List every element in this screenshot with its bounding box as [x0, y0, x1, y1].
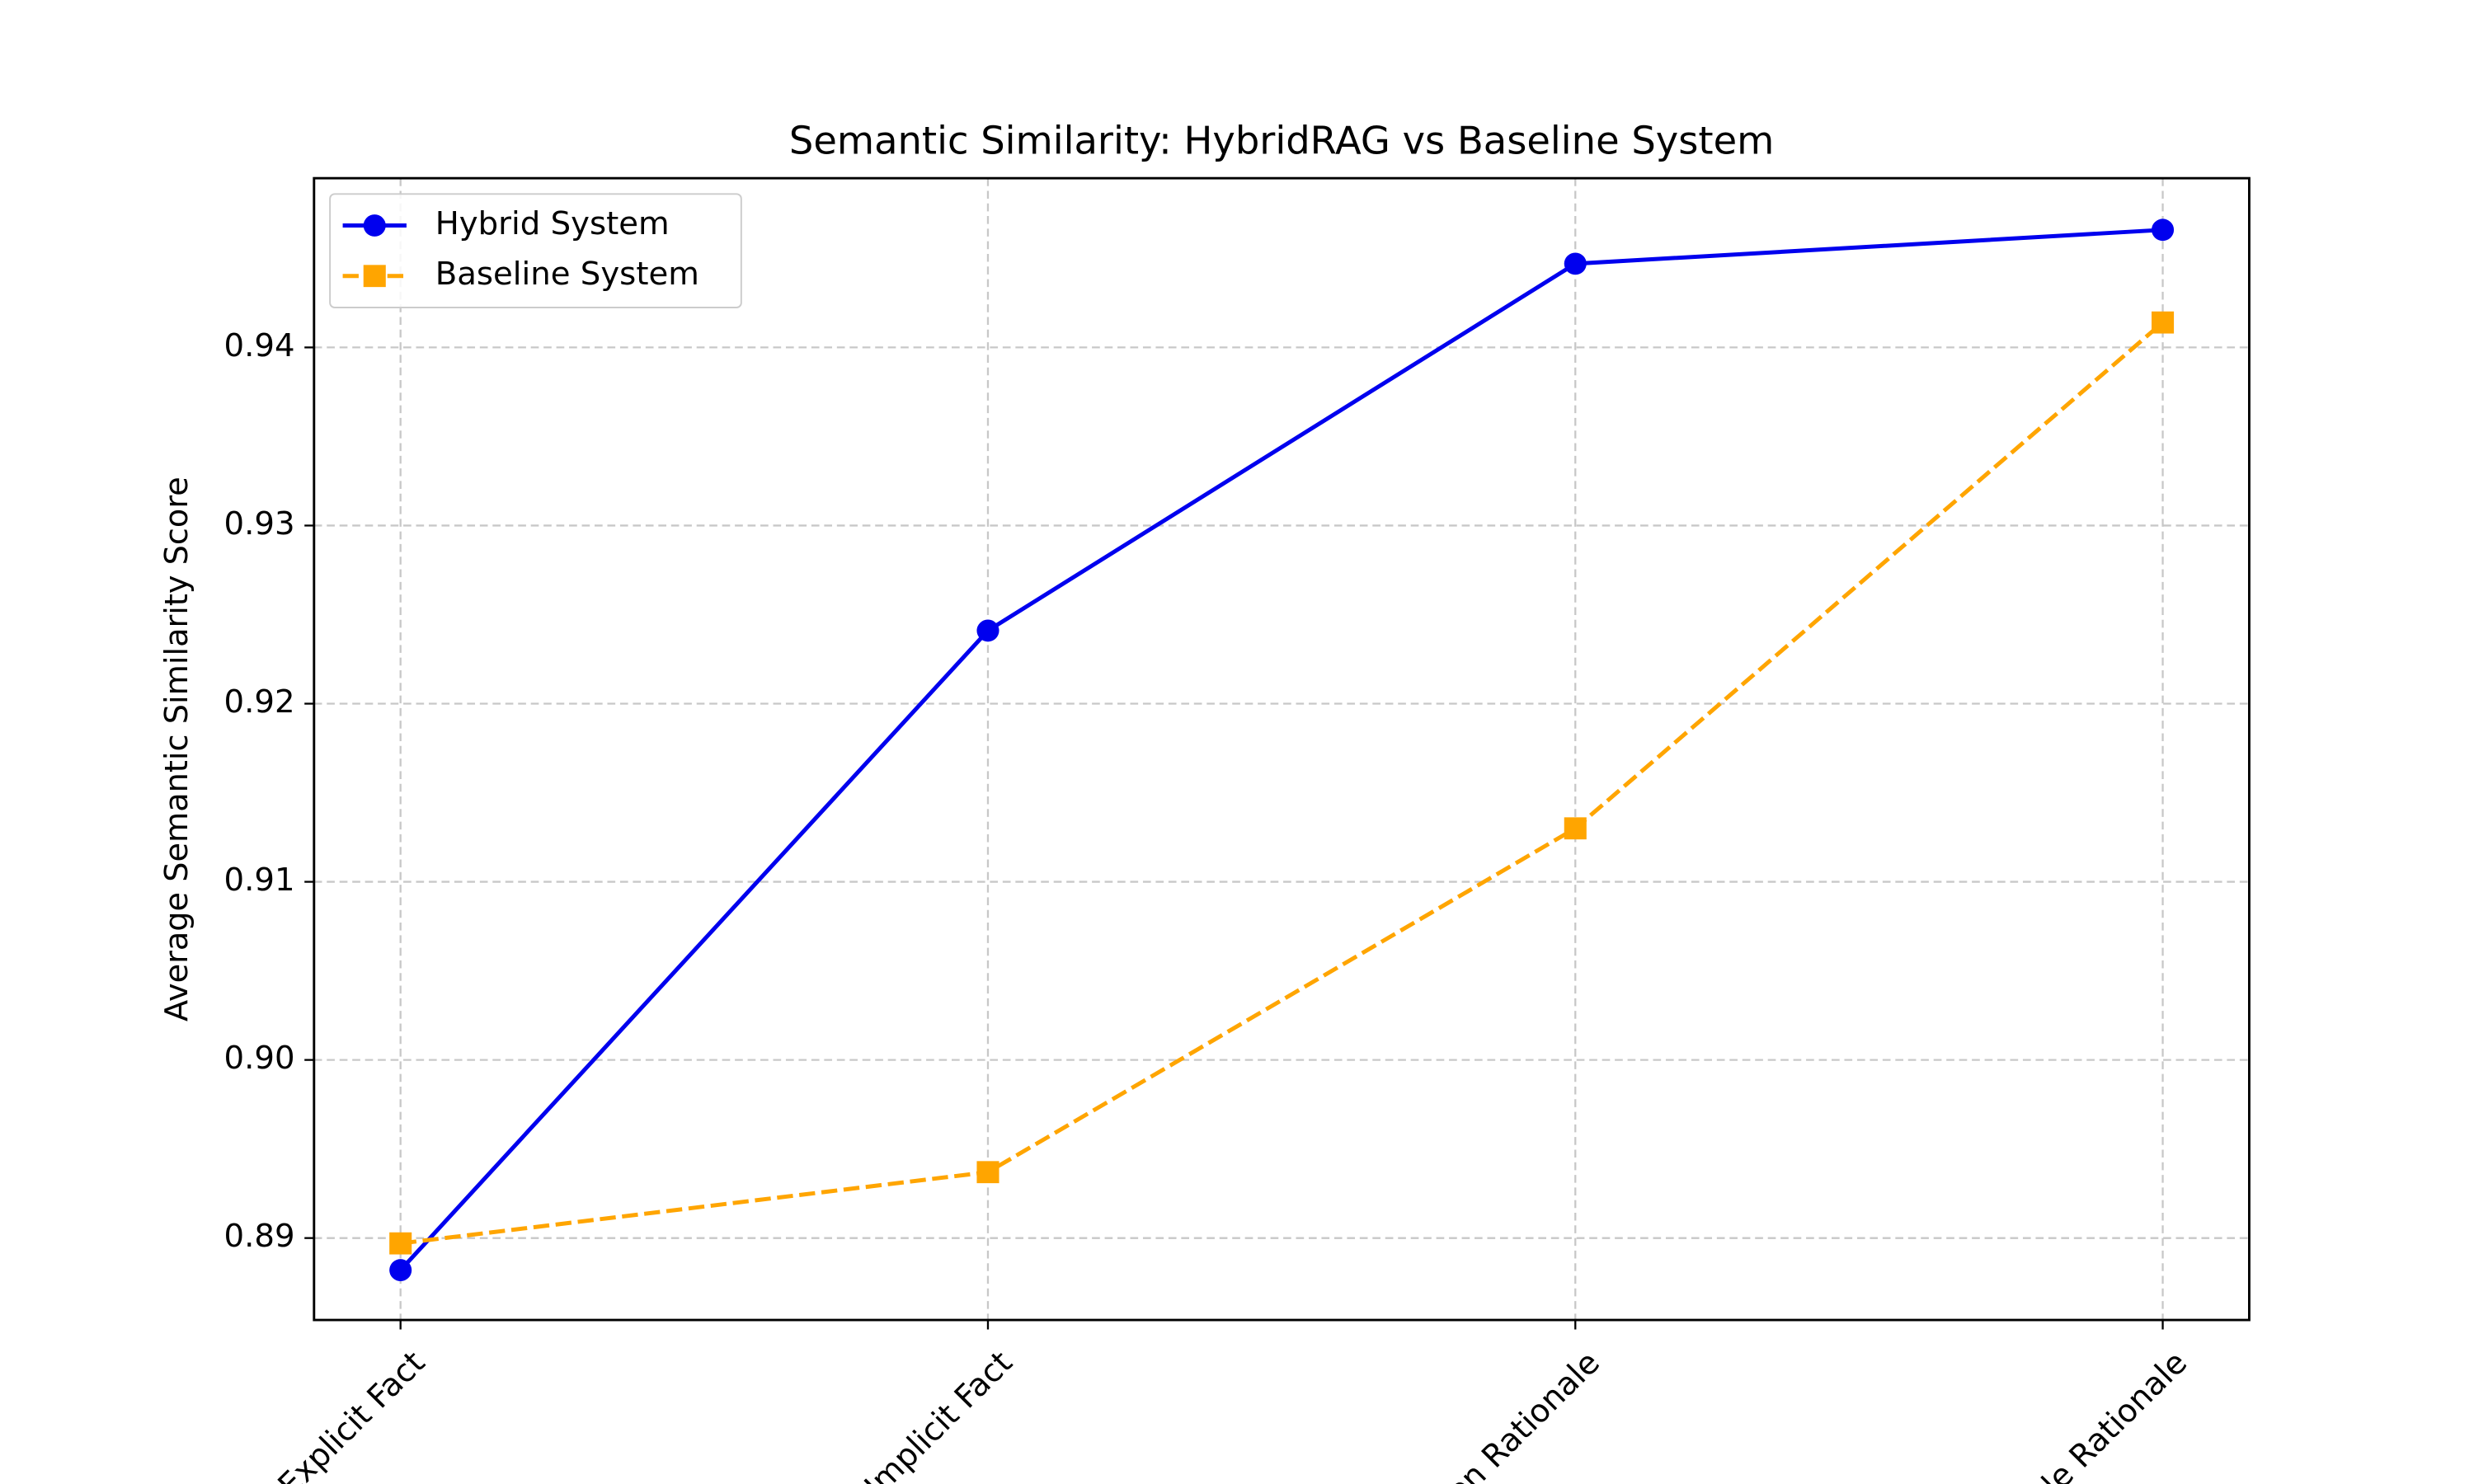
- legend-marker: [363, 265, 386, 288]
- axes-frame: [313, 176, 2251, 1322]
- series-line: [398, 228, 2163, 1272]
- series-line: [400, 321, 2165, 1246]
- y-tick-label: 0.89: [224, 1218, 295, 1255]
- marker: [389, 1259, 412, 1281]
- legend-marker: [363, 214, 386, 237]
- marker: [976, 619, 999, 642]
- y-tick-label: 0.91: [224, 862, 295, 899]
- marker: [1564, 817, 1587, 840]
- y-tick-label: 0.90: [224, 1040, 295, 1077]
- y-axis-label: Average Semantic Similarity Score: [158, 477, 195, 1021]
- marker: [389, 1232, 412, 1255]
- legend-label: Hybrid System: [435, 205, 670, 242]
- marker: [1564, 252, 1587, 275]
- y-tick-label: 0.93: [224, 505, 295, 542]
- legend-box: [329, 193, 742, 308]
- y-tick-label: 0.94: [224, 327, 295, 364]
- y-tick-label: 0.92: [224, 683, 295, 721]
- marker: [2152, 218, 2175, 242]
- legend-label: Baseline System: [435, 256, 699, 293]
- chart-title: Semantic Similarity: HybridRAG vs Baseli…: [789, 119, 1774, 163]
- marker: [2152, 311, 2175, 334]
- marker: [976, 1161, 999, 1184]
